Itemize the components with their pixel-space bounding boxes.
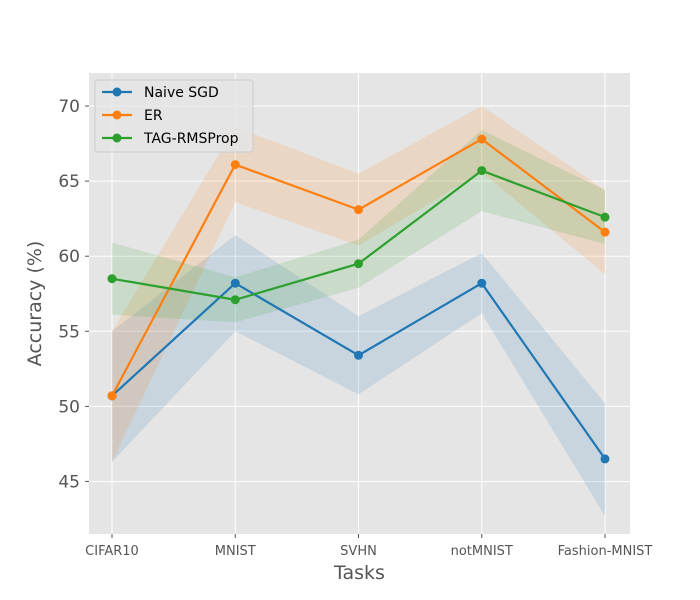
point-tag-rmsprop xyxy=(230,295,240,305)
point-naive-sgd xyxy=(477,278,487,288)
x-axis-label: Tasks xyxy=(333,562,385,584)
legend-swatch-marker xyxy=(112,133,122,143)
y-tick-label: 45 xyxy=(58,472,80,492)
legend: Naive SGD ER TAG-RMSProp xyxy=(94,79,254,153)
point-naive-sgd xyxy=(230,278,240,288)
point-er xyxy=(600,227,610,237)
legend-entry: TAG-RMSProp xyxy=(143,131,239,147)
legend-swatch-marker xyxy=(112,87,122,97)
x-tick-label: SVHN xyxy=(340,544,377,559)
y-tick-label: 50 xyxy=(58,397,80,417)
x-tick-label: MNIST xyxy=(215,544,256,559)
point-naive-sgd xyxy=(354,350,363,360)
point-er xyxy=(107,391,117,401)
x-tick-label: notMNIST xyxy=(451,544,513,559)
point-tag-rmsprop xyxy=(477,166,487,176)
x-tick-label: Fashion-MNIST xyxy=(558,544,653,559)
legend-entry: ER xyxy=(144,108,163,124)
y-tick-label: 60 xyxy=(58,247,80,267)
x-tick-label: CIFAR10 xyxy=(85,544,139,559)
legend-swatch-marker xyxy=(112,110,122,120)
band-er xyxy=(112,106,605,462)
legend-entry: Naive SGD xyxy=(144,85,219,101)
point-er xyxy=(477,134,487,144)
y-axis-label: Accuracy (%) xyxy=(24,241,46,367)
x-axis-ticks: CIFAR10 MNIST SVHN notMNIST Fashion-MNIST xyxy=(85,534,652,559)
band-tag-rmsprop xyxy=(112,130,605,323)
confidence-bands xyxy=(112,106,605,516)
band-naive-sgd xyxy=(112,235,605,516)
legend-box xyxy=(94,79,254,153)
series-points xyxy=(107,134,610,464)
point-naive-sgd xyxy=(600,454,610,464)
y-axis-ticks: 45 50 55 60 65 70 xyxy=(58,97,89,492)
point-er xyxy=(354,205,363,215)
y-tick-label: 55 xyxy=(58,322,80,342)
y-tick-label: 70 xyxy=(58,97,80,117)
y-tick-label: 65 xyxy=(58,172,80,192)
point-tag-rmsprop xyxy=(107,274,117,284)
point-tag-rmsprop xyxy=(354,259,363,269)
point-tag-rmsprop xyxy=(600,212,610,222)
point-er xyxy=(230,160,240,170)
